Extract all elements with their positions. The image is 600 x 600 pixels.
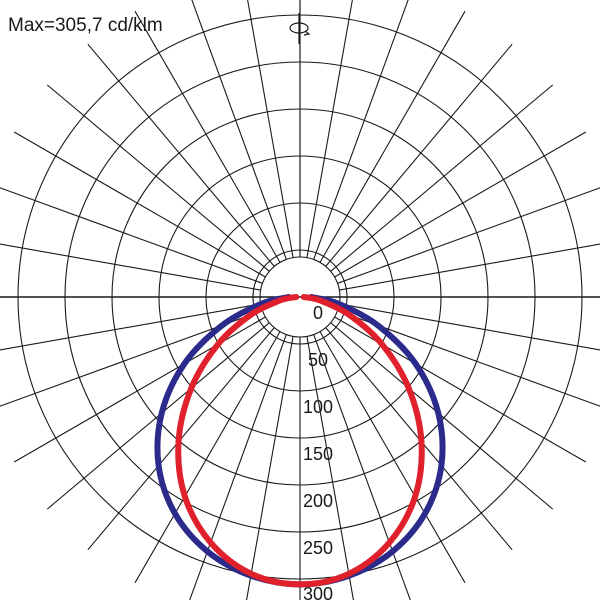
chart-title: Max=305,7 cd/klm	[8, 15, 163, 36]
grid-spoke-80	[339, 303, 600, 351]
grid-spoke-250	[0, 187, 263, 284]
grid-spoke-240	[13, 131, 266, 278]
grid-spoke-160	[313, 0, 409, 260]
grid-spoke-100	[339, 243, 600, 291]
tick-label-250: 250	[303, 538, 333, 558]
grid-spoke-200	[191, 0, 287, 260]
grid-spoke-140	[325, 43, 513, 267]
tick-label-50: 50	[308, 350, 328, 370]
grid-spoke-170	[306, 0, 353, 258]
radial-tick-labels: 0 50 100 150 200 250 300	[303, 303, 333, 600]
grid-spoke-120	[334, 131, 587, 278]
tick-label-200: 200	[303, 491, 333, 511]
grid-spoke-210	[134, 10, 281, 263]
grid-spoke-280	[0, 303, 261, 351]
grid-spoke-190	[247, 0, 294, 258]
tick-label-300: 300	[303, 584, 333, 600]
grid-spoke-110	[337, 187, 600, 284]
tick-label-100: 100	[303, 397, 333, 417]
series-curve-2	[175, 294, 425, 588]
grid-spoke-330	[134, 331, 281, 584]
grid-spoke-130	[330, 84, 554, 272]
grid-spoke-340	[189, 334, 287, 600]
grid-spoke-230	[46, 84, 270, 272]
grid-spoke-10	[306, 336, 354, 600]
tick-label-150: 150	[303, 444, 333, 464]
grid-spoke-300	[13, 316, 266, 463]
grid-spoke-350	[246, 336, 294, 600]
grid-spoke-150	[319, 10, 466, 263]
tick-label-0: 0	[313, 303, 323, 323]
grid-spoke-220	[87, 43, 275, 267]
rotation-symbol-icon	[289, 13, 311, 44]
distribution-curves	[154, 294, 446, 588]
grid-spoke-30	[319, 331, 466, 584]
grid-spoke-260	[0, 243, 261, 291]
grid-spoke-20	[313, 334, 411, 600]
grid-spoke-60	[334, 316, 587, 463]
